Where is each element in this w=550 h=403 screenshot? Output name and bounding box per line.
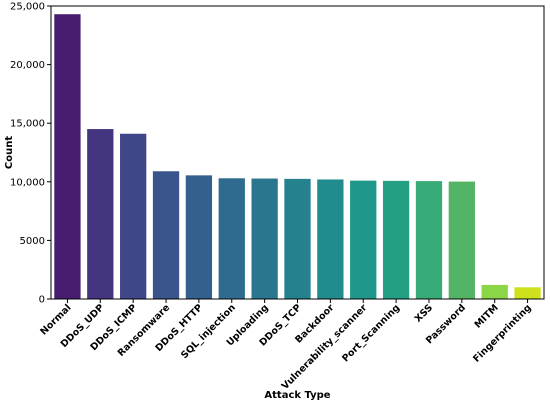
bar-password [448,181,475,299]
y-tick-label: 0 [39,295,45,306]
bar-normal [54,14,81,299]
y-tick-label: 5000 [20,236,45,247]
y-axis-title: Count [4,136,15,169]
bar-backdoor [317,179,344,299]
bar-xss [415,181,443,299]
bar-ddos-tcp [284,178,311,299]
bar-fingerprinting [514,287,541,299]
bar-uploading [251,178,278,299]
bar-ddos-icmp [120,133,147,299]
x-axis: NormalDDoS_UDPDDoS_ICMPRansomwareDDoS_HT… [38,299,534,392]
y-tick-label: 15,000 [10,119,45,130]
x-tick-label: MITM [473,302,501,330]
bars-group [54,14,541,299]
bar-ransomware [152,171,180,299]
bar-port-scanning [382,180,410,299]
y-tick-label: 25,000 [10,2,45,13]
x-tick-label: XSS [413,302,435,324]
y-axis: 0 5000 10,000 15,000 20,000 25,000 [10,2,51,306]
plot-frame [50,5,545,300]
y-tick-label: 20,000 [10,60,45,71]
x-tick-label: Port_Scanning [340,302,402,364]
bar-ddos-http [185,175,213,299]
x-axis-title: Attack Type [264,390,330,401]
bar-sql-injection [218,178,245,299]
bar-mitm [481,284,508,299]
x-tick-label: Fingerprinting [471,302,533,364]
y-tick-label: 10,000 [10,177,45,188]
bar-vulnerability-scanner [350,180,377,299]
bar-ddos-udp [87,129,114,299]
